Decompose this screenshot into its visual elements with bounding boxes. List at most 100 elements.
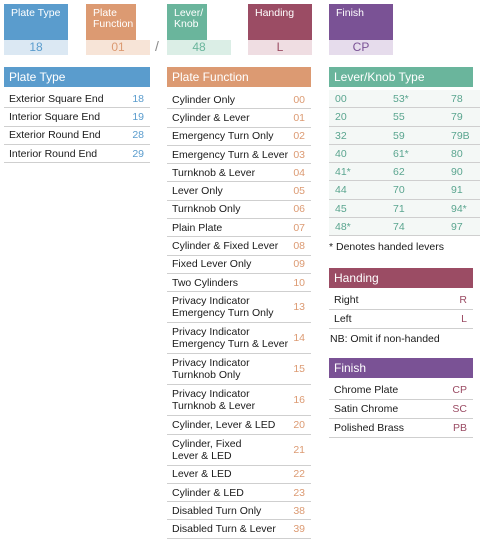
plate-function-label: Disabled Turn Only	[172, 504, 262, 517]
lever-code: 78	[445, 90, 480, 109]
lever-code: 20	[329, 108, 387, 127]
plate-function-label: Turnknob & Lever	[172, 166, 256, 179]
handing-label: Right	[334, 294, 359, 306]
plate-function-label: Turnknob Only	[172, 203, 241, 216]
plate-function-row: Privacy Indicator Emergency Turn Only 13	[167, 292, 311, 324]
plate-function-value: 10	[293, 276, 305, 289]
lever-code: 97	[445, 218, 480, 237]
plate-type-row: Exterior Round End 28	[4, 127, 150, 145]
lever-code: 48*	[329, 218, 387, 237]
plate-function-value: 01	[293, 111, 305, 124]
header-label-plate-type: Plate Type	[4, 4, 68, 40]
finish-value: PB	[452, 422, 467, 434]
plate-function-label: Disabled Turn & Lever	[172, 523, 276, 536]
plate-function-row: Cylinder, Lever & LED 20	[167, 416, 311, 435]
plate-function-label: Emergency Turn & Lever	[172, 148, 289, 161]
plate-function-label: Privacy Indicator Emergency Turn & Lever	[172, 326, 288, 350]
label-line-2: Lever & LED	[172, 449, 232, 462]
lever-code: 62	[387, 163, 445, 182]
label-line-2: Turnknob & Lever	[172, 400, 256, 413]
plate-type-label: Interior Round End	[9, 147, 98, 160]
plate-type-value: 19	[132, 110, 144, 123]
plate-function-value: 05	[293, 185, 305, 198]
plate-function-value: 23	[293, 486, 305, 499]
plate-type-label: Interior Square End	[9, 110, 101, 123]
finish-value: CP	[452, 384, 467, 396]
handing-label: Left	[334, 313, 352, 325]
label-line-2: Turnknob Only	[172, 369, 241, 382]
label-line-1: Privacy Indicator	[172, 357, 250, 370]
header-code-handing: L	[248, 40, 312, 55]
lever-code: 79	[445, 108, 480, 127]
plate-function-value: 22	[293, 468, 305, 481]
plate-function-value: 06	[293, 203, 305, 216]
handing-note: NB: Omit if non-handed	[330, 333, 440, 345]
plate-function-row: Fixed Lever Only 09	[167, 256, 311, 274]
plate-function-label: Cylinder & Lever	[172, 111, 250, 124]
label-line-1: Privacy Indicator	[172, 326, 250, 339]
header-card-finish: Finish CP	[329, 4, 393, 55]
plate-function-row: Emergency Turn Only 02	[167, 128, 311, 146]
plate-function-row: Cylinder, Fixed Lever & LED 21	[167, 435, 311, 466]
plate-function-value: 00	[293, 93, 305, 106]
header-card-plate-type: Plate Type 18	[4, 4, 68, 55]
plate-function-label: Two Cylinders	[172, 276, 238, 289]
plate-function-value: 38	[293, 504, 305, 517]
finish-value: SC	[452, 403, 467, 415]
plate-function-row: Cylinder & Fixed Lever 08	[167, 237, 311, 256]
lever-code: 32	[329, 126, 387, 145]
plate-type-title: Plate Type	[4, 67, 150, 87]
plate-function-label: Privacy Indicator Turnknob Only	[172, 357, 250, 381]
plate-type-row: Exterior Square End 18	[4, 90, 150, 109]
plate-function-row: Privacy Indicator Turnknob Only 15	[167, 354, 311, 386]
plate-function-value: 13	[293, 301, 305, 314]
lever-code: 74	[387, 218, 445, 237]
header-code-finish: CP	[329, 40, 393, 55]
finish-title: Finish	[329, 358, 473, 378]
plate-function-value: 14	[293, 332, 305, 345]
label-line-2: Emergency Turn & Lever	[172, 338, 289, 351]
lever-code: 94*	[445, 199, 480, 219]
plate-function-label: Lever Only	[172, 185, 223, 198]
plate-function-label: Cylinder Only	[172, 93, 236, 106]
plate-function-value: 04	[293, 166, 305, 179]
header-code-plate-function: 01	[86, 40, 150, 55]
plate-function-value: 15	[293, 363, 305, 376]
lever-code: 70	[387, 181, 445, 200]
plate-function-panel: Plate Function Cylinder Only 00 Cylinder …	[167, 67, 311, 539]
plate-function-row: Cylinder & Lever 01	[167, 109, 311, 128]
lever-code: 45	[329, 199, 387, 219]
plate-function-label: Plain Plate	[172, 221, 223, 234]
plate-function-label: Privacy Indicator Turnknob & Lever	[172, 388, 255, 412]
plate-function-row: Privacy Indicator Emergency Turn & Lever 1…	[167, 323, 311, 355]
plate-function-row: Plain Plate 07	[167, 219, 311, 238]
plate-function-row: Disabled Turn & Lever 39	[167, 520, 311, 539]
header-label-lever: Lever/ Knob	[167, 4, 207, 40]
plate-function-value: 16	[293, 394, 305, 407]
plate-function-row: Two Cylinders 10	[167, 274, 311, 293]
plate-function-value: 07	[293, 221, 305, 234]
lever-grid: 00 53* 78 20 55 79 32 59 79B 40 61* 80 4…	[329, 90, 480, 237]
plate-function-value: 02	[293, 130, 305, 143]
plate-type-label: Exterior Square End	[9, 92, 104, 105]
plate-function-row: Lever & LED 22	[167, 466, 311, 484]
lever-code: 44	[329, 181, 387, 200]
plate-function-row: Cylinder & LED 23	[167, 484, 311, 503]
lever-code: 00	[329, 90, 387, 109]
finish-row: Chrome Plate CP	[329, 381, 473, 400]
lever-code: 59	[387, 126, 445, 145]
plate-function-value: 20	[293, 418, 305, 431]
plate-function-row: Emergency Turn & Lever 03	[167, 146, 311, 165]
header-card-handing: Handing L	[248, 4, 312, 55]
label-line-2: Emergency Turn Only	[172, 307, 274, 320]
header-label-handing: Handing	[248, 4, 312, 40]
finish-label: Polished Brass	[334, 422, 405, 434]
plate-type-panel: Plate Type Exterior Square End 18 Interi…	[4, 67, 150, 164]
lever-note: * Denotes handed levers	[329, 241, 444, 254]
finish-label: Chrome Plate	[334, 384, 399, 396]
header-code-plate-type: 18	[4, 40, 68, 55]
handing-row: Left L	[329, 310, 473, 329]
plate-type-value: 29	[132, 147, 144, 160]
plate-function-row: Turnknob Only 06	[167, 201, 311, 220]
lever-code: 40	[329, 144, 387, 164]
